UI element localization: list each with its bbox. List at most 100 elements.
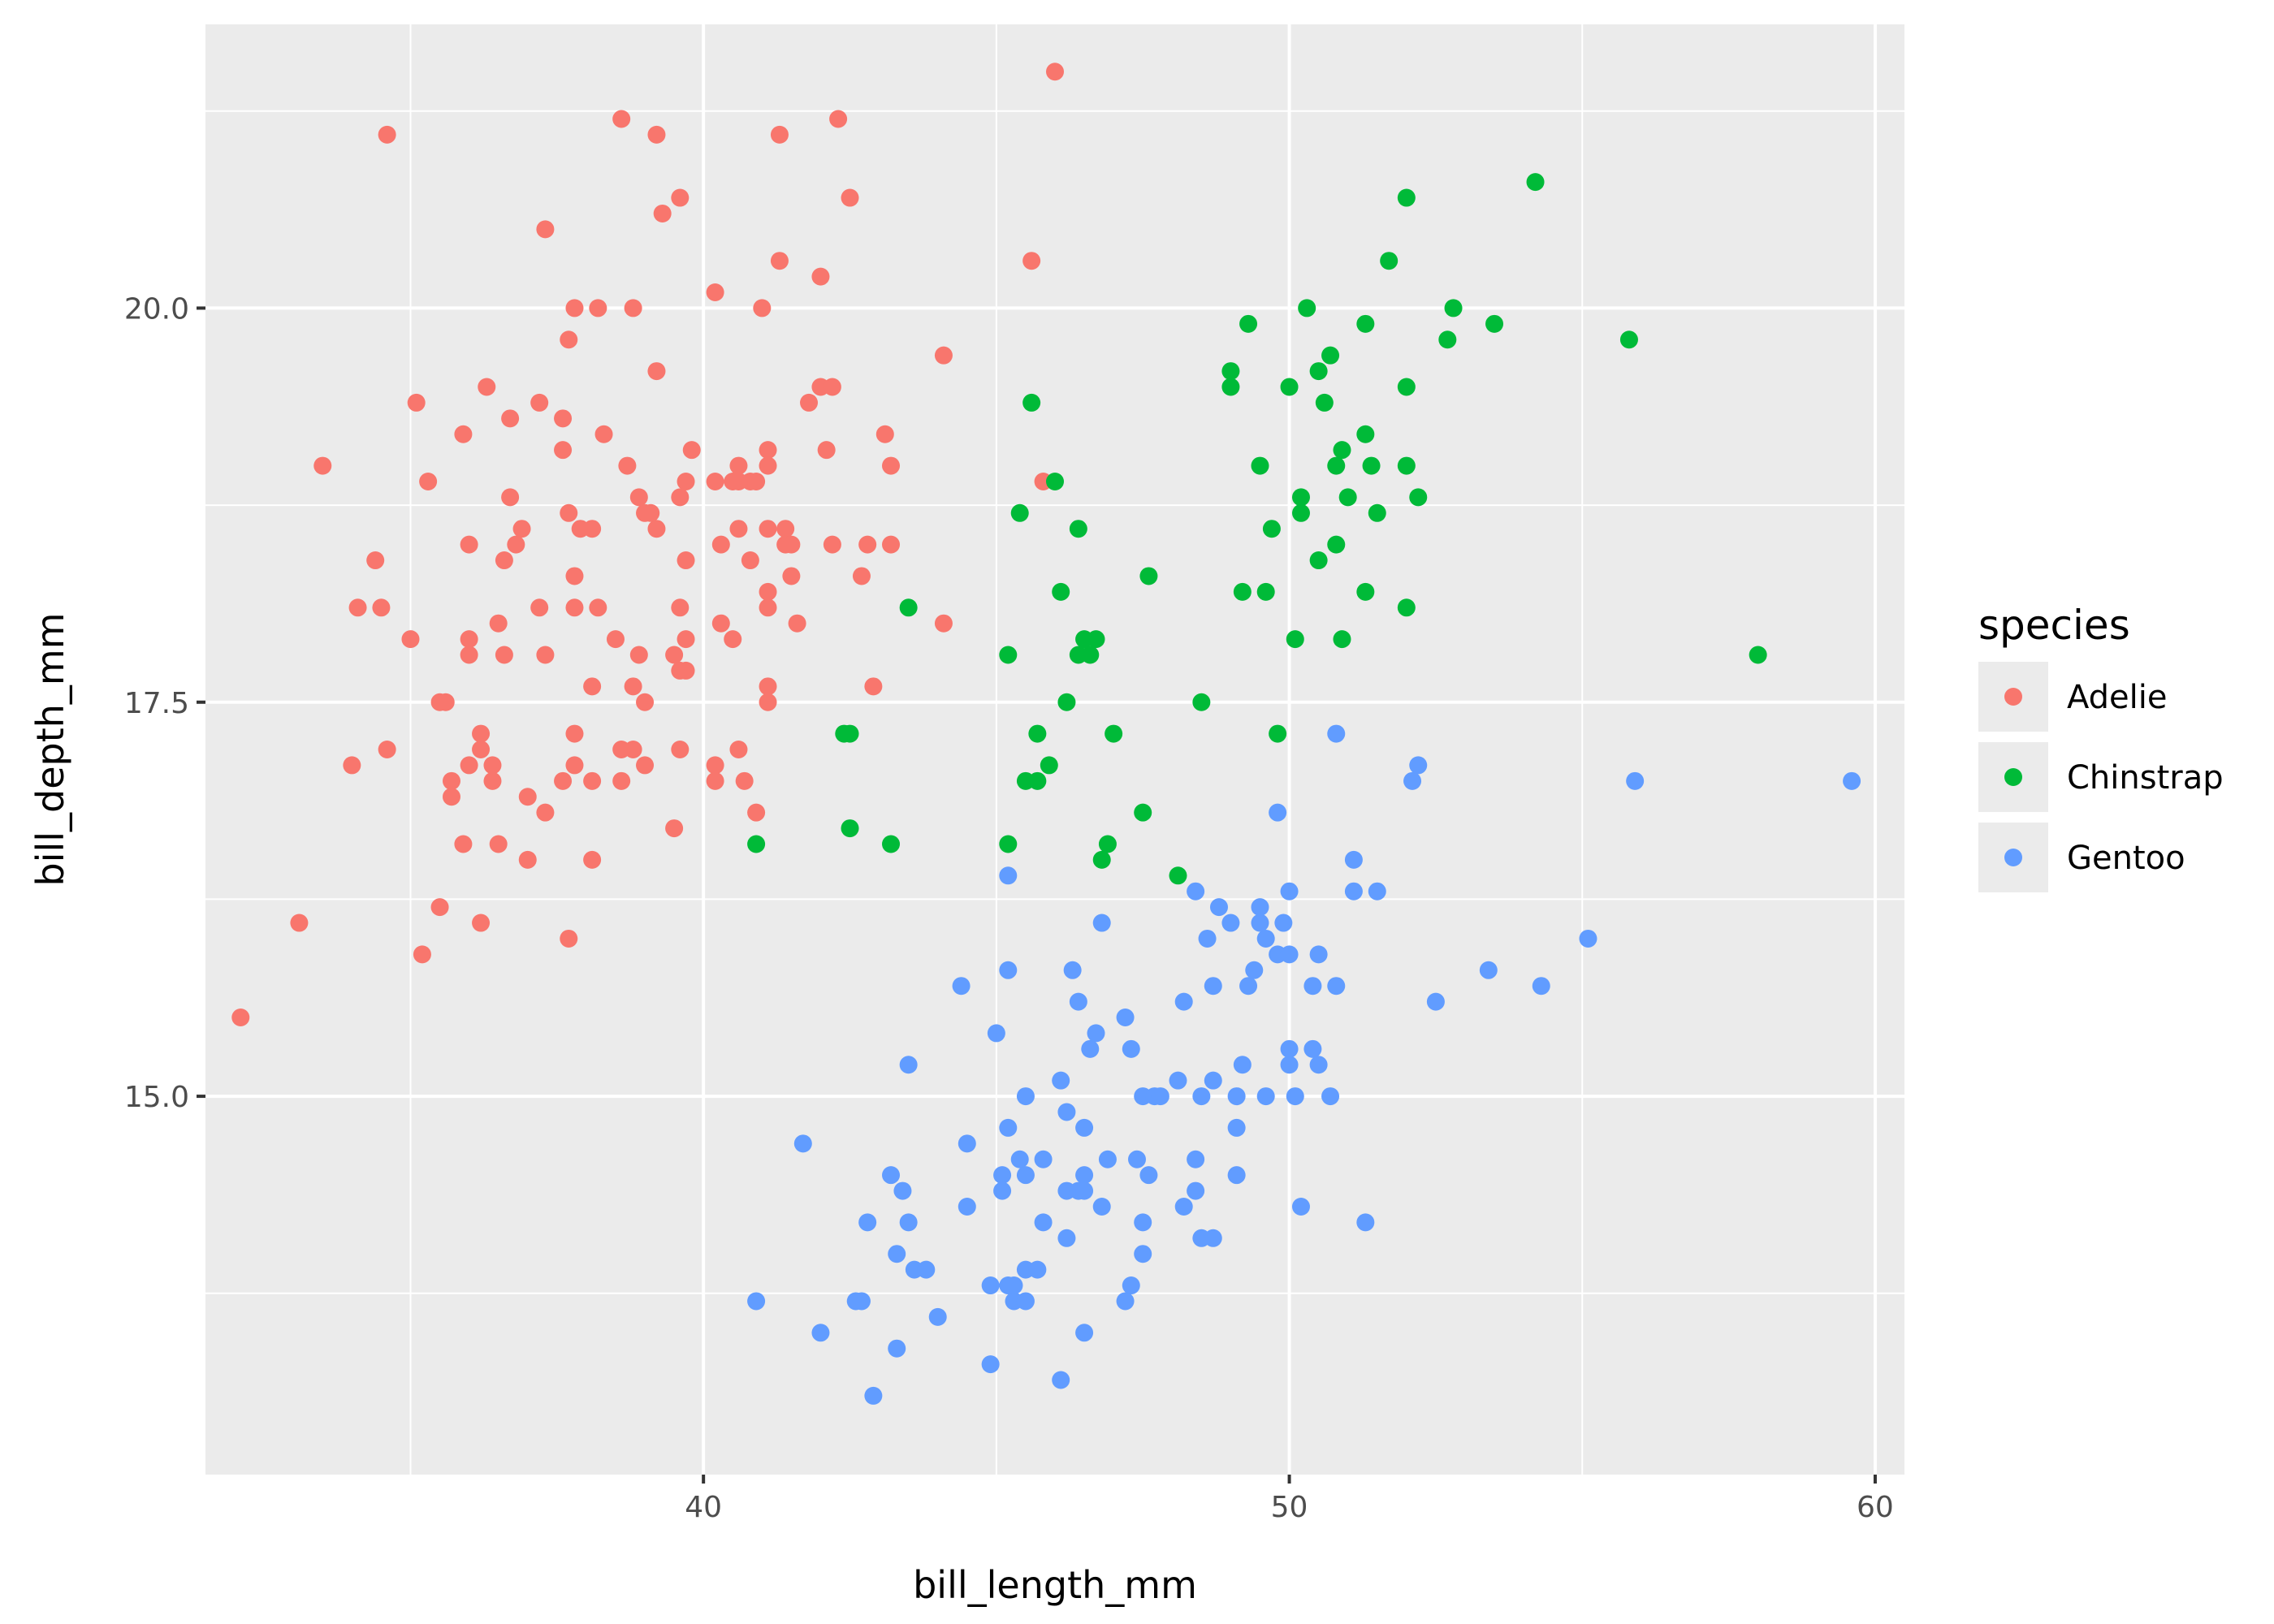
data-point bbox=[1040, 756, 1058, 775]
data-point bbox=[817, 441, 836, 460]
data-point bbox=[436, 693, 455, 711]
data-point bbox=[1291, 1197, 1310, 1216]
legend-key-chinstrap bbox=[1978, 742, 2048, 812]
data-point bbox=[636, 693, 655, 711]
legend: species Adelie Chinstrap Gentoo bbox=[1978, 602, 2224, 892]
data-point bbox=[1245, 961, 1264, 979]
legend-key-gentoo bbox=[1978, 823, 2048, 892]
data-point bbox=[565, 299, 584, 317]
data-point bbox=[1034, 1150, 1053, 1168]
data-point bbox=[888, 1245, 906, 1263]
data-point bbox=[313, 456, 332, 475]
data-point bbox=[1052, 1371, 1070, 1389]
data-point bbox=[554, 441, 573, 460]
data-point bbox=[747, 803, 766, 822]
data-point bbox=[1028, 724, 1047, 743]
data-point bbox=[671, 188, 690, 207]
data-point bbox=[1092, 1197, 1111, 1216]
data-point bbox=[430, 898, 449, 917]
data-point bbox=[1315, 393, 1334, 412]
data-point bbox=[893, 1181, 912, 1200]
data-point bbox=[858, 1213, 877, 1232]
data-point bbox=[401, 630, 420, 649]
data-point bbox=[565, 598, 584, 617]
data-point bbox=[583, 520, 602, 538]
data-point bbox=[530, 598, 549, 617]
data-point bbox=[724, 630, 742, 649]
data-point bbox=[624, 741, 642, 758]
data-point bbox=[1239, 314, 1258, 333]
data-point bbox=[823, 378, 841, 396]
data-point bbox=[999, 961, 1018, 979]
data-point bbox=[987, 1024, 1005, 1043]
data-point bbox=[1092, 914, 1111, 932]
data-point bbox=[1291, 488, 1310, 507]
data-point bbox=[1327, 977, 1346, 996]
data-point bbox=[1309, 1056, 1328, 1074]
data-point bbox=[1256, 1087, 1275, 1106]
data-point bbox=[472, 724, 491, 743]
data-point bbox=[759, 456, 777, 475]
data-point bbox=[788, 614, 806, 633]
data-point bbox=[530, 393, 549, 412]
data-point bbox=[1139, 1166, 1158, 1185]
data-point bbox=[1444, 299, 1463, 317]
data-point bbox=[1333, 630, 1351, 649]
data-point bbox=[1368, 503, 1386, 522]
data-point bbox=[1397, 456, 1416, 475]
data-point bbox=[1134, 1213, 1152, 1232]
data-point bbox=[1134, 803, 1152, 822]
data-point bbox=[489, 835, 508, 853]
data-point bbox=[629, 646, 648, 664]
data-point bbox=[993, 1166, 1012, 1185]
data-point bbox=[606, 630, 625, 649]
data-point bbox=[706, 756, 724, 775]
data-point bbox=[899, 1056, 918, 1074]
data-point bbox=[1280, 882, 1299, 901]
x-tick-label: 60 bbox=[1857, 1491, 1894, 1524]
data-point bbox=[1187, 1181, 1205, 1200]
y-axis-title: bill_depth_mm bbox=[28, 612, 72, 886]
data-point bbox=[671, 598, 690, 617]
data-point bbox=[560, 503, 578, 522]
data-point bbox=[747, 1292, 766, 1311]
data-point bbox=[583, 771, 602, 790]
data-point bbox=[882, 1166, 901, 1185]
data-point bbox=[1028, 1260, 1047, 1279]
data-point bbox=[647, 125, 666, 144]
data-point bbox=[1075, 1118, 1094, 1137]
data-point bbox=[1479, 961, 1498, 979]
data-point bbox=[841, 819, 859, 838]
data-point bbox=[501, 409, 520, 428]
data-point bbox=[1022, 252, 1041, 270]
data-point bbox=[1309, 945, 1328, 964]
data-point bbox=[1303, 1039, 1322, 1058]
data-point bbox=[1098, 835, 1117, 853]
data-point bbox=[882, 456, 901, 475]
y-tick-label: 17.5 bbox=[124, 687, 189, 720]
data-point bbox=[612, 110, 631, 128]
data-point bbox=[565, 567, 584, 585]
data-point bbox=[1356, 582, 1375, 601]
legend-entries: Adelie Chinstrap Gentoo bbox=[1978, 662, 2224, 892]
data-point bbox=[589, 598, 607, 617]
data-point bbox=[759, 693, 777, 711]
data-point bbox=[1169, 866, 1187, 885]
data-point bbox=[518, 850, 537, 869]
data-point bbox=[782, 567, 801, 585]
data-point bbox=[759, 598, 777, 617]
data-point bbox=[1309, 551, 1328, 570]
data-point bbox=[1081, 646, 1100, 664]
data-point bbox=[677, 472, 695, 490]
legend-label: Adelie bbox=[2067, 679, 2168, 716]
data-point bbox=[759, 520, 777, 538]
data-point bbox=[1122, 1276, 1140, 1295]
data-point bbox=[999, 1118, 1018, 1137]
data-point bbox=[1356, 425, 1375, 443]
data-point bbox=[917, 1260, 936, 1279]
data-point bbox=[1291, 503, 1310, 522]
data-point bbox=[864, 1386, 883, 1405]
data-point bbox=[1485, 314, 1504, 333]
data-point bbox=[1426, 992, 1445, 1011]
data-point bbox=[1403, 771, 1422, 790]
